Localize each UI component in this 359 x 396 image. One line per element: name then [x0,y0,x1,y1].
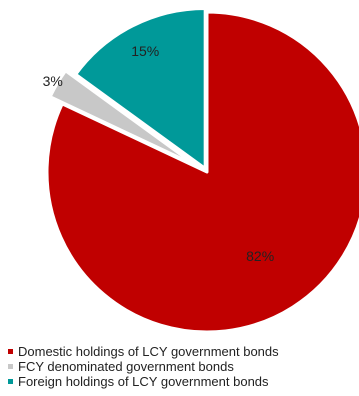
slice-label-3: 15% [131,43,159,59]
pie-chart: 82% 3% 15% [43,6,359,334]
pie-slice-1 [45,10,359,334]
pie-slice-3 [74,6,207,170]
legend-swatch-1 [8,349,13,354]
slice-label-2: 3% [43,73,63,89]
legend-label-1: Domestic holdings of LCY government bond… [18,344,279,359]
legend-label-2: FCY denominated government bonds [18,359,234,374]
chart-legend: Domestic holdings of LCY government bond… [8,344,279,389]
legend-swatch-2 [8,364,13,369]
legend-item-3: Foreign holdings of LCY government bonds [8,374,279,389]
legend-label-3: Foreign holdings of LCY government bonds [18,374,269,389]
legend-item-1: Domestic holdings of LCY government bond… [8,344,279,359]
pie-slice-2 [48,69,197,167]
slice-label-1: 82% [246,248,274,264]
legend-item-2: FCY denominated government bonds [8,359,279,374]
legend-swatch-3 [8,379,13,384]
